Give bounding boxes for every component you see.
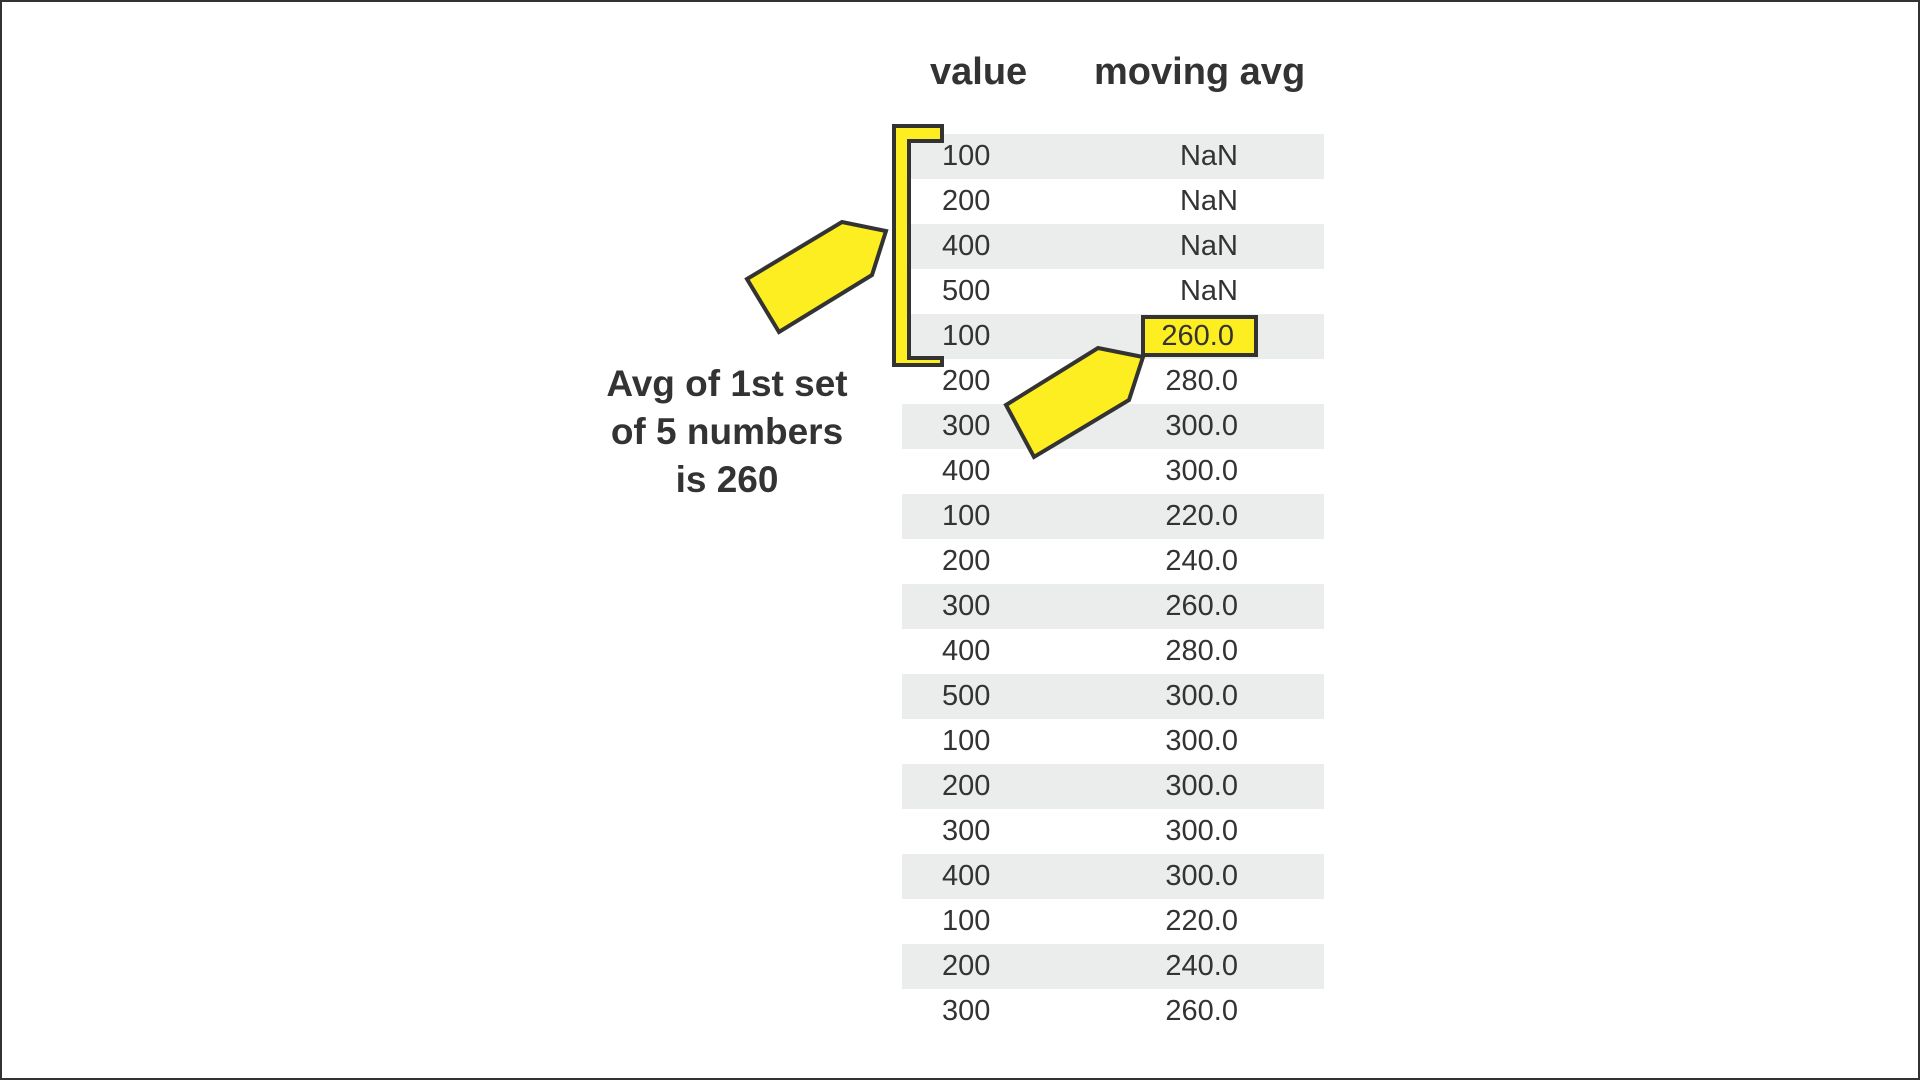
value-cell: 500 (942, 680, 991, 712)
value-cell: 400 (942, 860, 991, 892)
value-cell: 300 (942, 590, 991, 622)
moving-avg-cell: 300.0 (1165, 455, 1238, 487)
value-cell: 100 (942, 500, 991, 532)
highlighted-moving-avg-value: 260.0 (1161, 320, 1234, 352)
table-row: 100 300.0 (902, 719, 1324, 764)
table-row: 500 NaN (902, 269, 1324, 314)
window-bracket (892, 124, 944, 367)
value-cell: 400 (942, 230, 991, 262)
table-row: 200 240.0 (902, 944, 1324, 989)
table-row: 300 260.0 (902, 584, 1324, 629)
value-column-header: value (930, 51, 1028, 93)
highlighted-moving-avg-cell: 260.0 (1141, 315, 1258, 357)
table-row: 100 NaN (902, 134, 1324, 179)
value-cell: 200 (942, 365, 991, 397)
value-cell: 500 (942, 275, 991, 307)
moving-avg-cell: 220.0 (1165, 905, 1238, 937)
moving-avg-cell: NaN (1179, 275, 1238, 307)
table-row: 300 260.0 (902, 989, 1324, 1034)
moving-avg-cell: 300.0 (1165, 725, 1238, 757)
moving-avg-cell: 240.0 (1165, 545, 1238, 577)
moving-avg-cell: NaN (1179, 230, 1238, 262)
value-cell: 300 (942, 410, 991, 442)
moving-avg-cell: 240.0 (1165, 950, 1238, 982)
value-cell: 100 (942, 140, 991, 172)
annotation-line: of 5 numbers (610, 411, 844, 452)
value-cell: 300 (942, 995, 991, 1027)
annotation-line: is 260 (675, 459, 779, 500)
value-cell: 200 (942, 185, 991, 217)
table-row: 200 280.0 (902, 359, 1324, 404)
moving-avg-cell: 300.0 (1165, 860, 1238, 892)
value-cell: 400 (942, 455, 991, 487)
table-row: 400 280.0 (902, 629, 1324, 674)
table-row: 400 NaN (902, 224, 1324, 269)
moving-avg-cell: 260.0 (1165, 995, 1238, 1027)
moving-avg-column-header: moving avg (1094, 51, 1306, 93)
moving-avg-cell: 300.0 (1165, 770, 1238, 802)
table-row: 200 NaN (902, 179, 1324, 224)
table-row: 200 240.0 (902, 539, 1324, 584)
moving-avg-cell: NaN (1179, 140, 1238, 172)
moving-avg-cell: NaN (1179, 185, 1238, 217)
value-cell: 100 (942, 725, 991, 757)
value-cell: 200 (942, 545, 991, 577)
value-cell: 300 (942, 815, 991, 847)
table-row: 300 300.0 (902, 809, 1324, 854)
moving-avg-cell: 300.0 (1165, 680, 1238, 712)
value-cell: 400 (942, 635, 991, 667)
table-row: 100 220.0 (902, 494, 1324, 539)
moving-avg-cell: 280.0 (1165, 635, 1238, 667)
arrow-to-result (1003, 345, 1146, 460)
table-row: 400 300.0 (902, 449, 1324, 494)
annotation-line: Avg of 1st set (606, 363, 848, 404)
annotation-text: Avg of 1st set of 5 numbers is 260 (562, 360, 892, 504)
value-cell: 200 (942, 770, 991, 802)
arrow-to-window (744, 219, 889, 335)
moving-avg-cell: 300.0 (1165, 815, 1238, 847)
table-row: 400 300.0 (902, 854, 1324, 899)
moving-avg-cell: 300.0 (1165, 410, 1238, 442)
moving-avg-cell: 280.0 (1165, 365, 1238, 397)
value-cell: 100 (942, 905, 991, 937)
table-row: 500 300.0 (902, 674, 1324, 719)
moving-avg-cell: 260.0 (1165, 590, 1238, 622)
value-cell: 200 (942, 950, 991, 982)
value-cell: 100 (942, 320, 991, 352)
table-row: 200 300.0 (902, 764, 1324, 809)
table-row: 100 220.0 (902, 899, 1324, 944)
moving-avg-cell: 220.0 (1165, 500, 1238, 532)
